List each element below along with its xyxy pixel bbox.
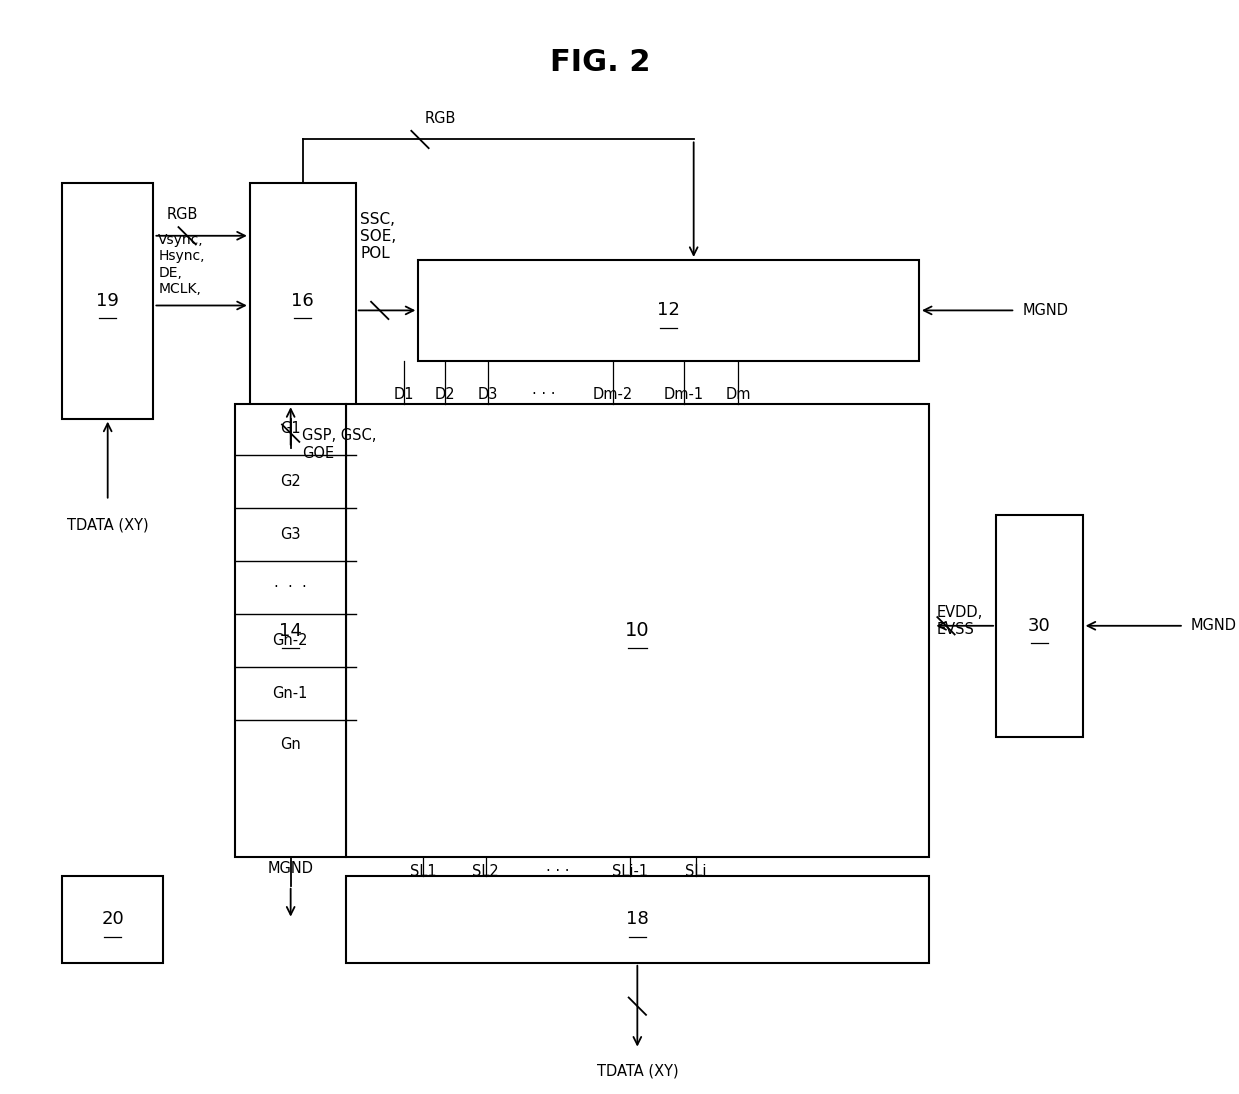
Text: 20: 20 [102, 910, 124, 929]
Text: Dm-2: Dm-2 [592, 387, 633, 403]
Text: 18: 18 [626, 910, 649, 929]
Text: D1: D1 [394, 387, 414, 403]
Bar [62, 183, 154, 419]
Text: G3: G3 [280, 527, 300, 542]
Text: SLi: SLi [685, 864, 706, 878]
Text: · · ·: · · · [532, 387, 555, 403]
Text: RGB: RGB [166, 207, 198, 222]
Text: D2: D2 [435, 387, 456, 403]
Bar [235, 405, 346, 857]
Text: G2: G2 [280, 474, 301, 489]
Text: Dm: Dm [725, 387, 751, 403]
Text: Dm-1: Dm-1 [664, 387, 704, 403]
Text: 16: 16 [291, 292, 313, 310]
Bar [346, 876, 929, 963]
Text: MGND: MGND [1191, 618, 1237, 633]
Bar [250, 183, 356, 419]
Text: 14: 14 [279, 621, 302, 640]
Text: D3: D3 [477, 387, 498, 403]
Bar [346, 405, 929, 857]
Text: Gn-2: Gn-2 [273, 632, 309, 648]
Text: Gn-1: Gn-1 [273, 686, 307, 700]
Text: 30: 30 [1028, 617, 1051, 635]
Bar [62, 876, 164, 963]
Text: TDATA (XY): TDATA (XY) [67, 517, 149, 533]
Text: ·  ·  ·: · · · [274, 580, 306, 595]
Text: SSC,
SOE,
POL: SSC, SOE, POL [361, 212, 396, 261]
Text: SLi-1: SLi-1 [612, 864, 648, 878]
Text: FIG. 2: FIG. 2 [550, 48, 650, 77]
Bar [419, 260, 919, 361]
Text: RGB: RGB [425, 110, 456, 126]
Text: TDATA (XY): TDATA (XY) [596, 1064, 678, 1079]
Text: Gn: Gn [280, 736, 301, 752]
Text: GSP, GSC,
GOE: GSP, GSC, GOE [302, 429, 377, 461]
Bar [996, 515, 1083, 736]
Text: SL1: SL1 [410, 864, 436, 878]
Text: · · ·: · · · [546, 864, 570, 878]
Text: EVDD,
EVSS: EVDD, EVSS [937, 605, 983, 637]
Text: 19: 19 [97, 292, 119, 310]
Text: MGND: MGND [268, 861, 313, 876]
Text: 10: 10 [624, 621, 649, 640]
Text: Vsync,
Hsync,
DE,
MCLK,: Vsync, Hsync, DE, MCLK, [159, 233, 204, 295]
Text: SL2: SL2 [472, 864, 499, 878]
Text: G1: G1 [280, 421, 301, 435]
Text: MGND: MGND [1023, 303, 1069, 318]
Text: 12: 12 [657, 302, 680, 319]
